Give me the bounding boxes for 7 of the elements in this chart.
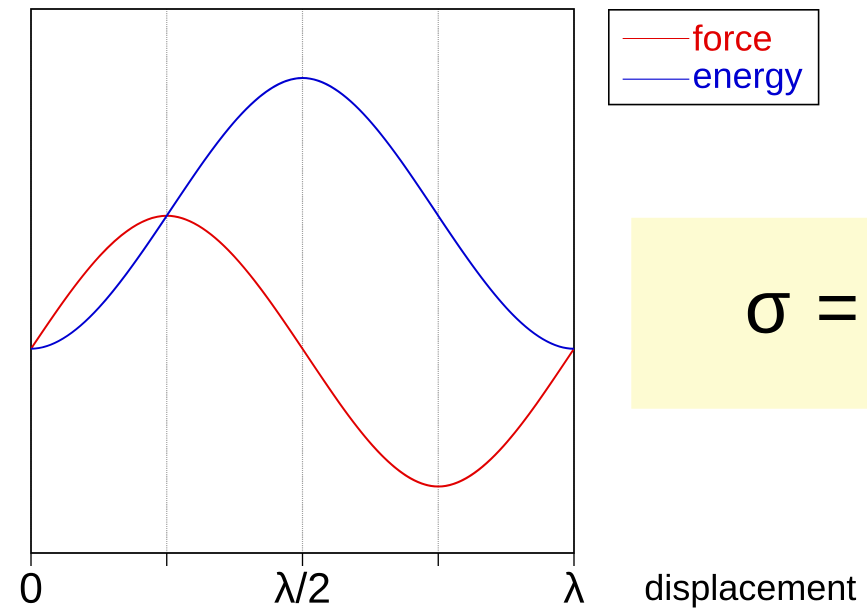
x-tick-label: λ bbox=[564, 572, 584, 603]
legend-label: energy bbox=[694, 68, 803, 96]
text: σ = bbox=[748, 293, 856, 334]
x-axis-title: displacement bbox=[646, 574, 856, 608]
x-tick-label: λ/2 bbox=[274, 572, 329, 604]
x-tick-label: 0 bbox=[20, 572, 42, 604]
legend-label: force bbox=[693, 24, 771, 51]
